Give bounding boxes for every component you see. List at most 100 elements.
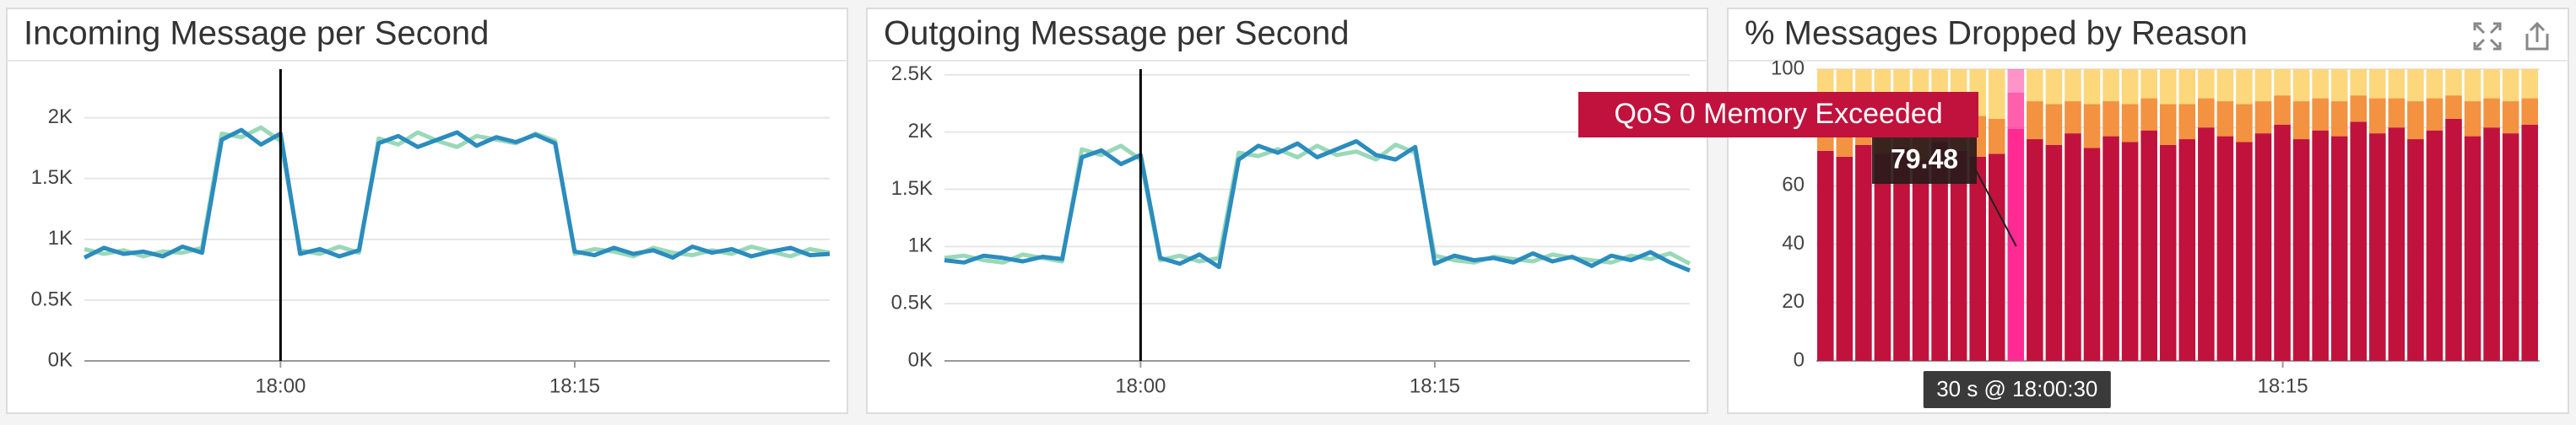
tooltip-time: 30 s @ 18:00:30 bbox=[1936, 376, 2097, 401]
bar-segment bbox=[2350, 121, 2368, 361]
bar-segment bbox=[2102, 101, 2119, 137]
bar-segment bbox=[1969, 156, 1986, 361]
bar-segment bbox=[1931, 142, 1948, 361]
bar-segment bbox=[2350, 95, 2368, 122]
bar-segment bbox=[2065, 101, 2081, 134]
bar-segment bbox=[2121, 69, 2139, 105]
bar-segment bbox=[2312, 98, 2329, 131]
bar-segment bbox=[1874, 153, 1891, 361]
bar-segment bbox=[2045, 144, 2063, 361]
bar-segment bbox=[2083, 69, 2101, 105]
bar-segment bbox=[2502, 101, 2519, 134]
bar-segment bbox=[2121, 104, 2139, 143]
bar-segment bbox=[2159, 69, 2177, 105]
tooltip-pointer bbox=[1974, 168, 2017, 247]
tooltip-series-name: QoS 0 Memory Exceeded bbox=[1614, 98, 1942, 130]
bar-segment bbox=[2027, 139, 2043, 362]
bar-segment bbox=[2369, 69, 2386, 99]
y-tick-label: 100 bbox=[1771, 56, 1805, 79]
bar-segment bbox=[2369, 133, 2386, 361]
y-tick-label: 60 bbox=[1782, 174, 1805, 196]
y-tick-label: 1.5K bbox=[891, 177, 933, 200]
bar-segment bbox=[1817, 150, 1834, 361]
bar-segment bbox=[2483, 98, 2500, 128]
bar-segment bbox=[2216, 101, 2234, 137]
tooltip: QoS 0 Memory Exceeded 79.48 30 s @ 18:00:3… bbox=[1578, 92, 2111, 408]
bar-segment bbox=[2178, 104, 2196, 140]
y-tick-label: 0.5K bbox=[31, 288, 73, 310]
bar-segment bbox=[1988, 153, 2005, 361]
bar-segment bbox=[2236, 69, 2253, 105]
bar-segment bbox=[2274, 95, 2291, 125]
x-tick-label: 18:15 bbox=[1410, 374, 1460, 397]
bar-segment bbox=[1912, 159, 1929, 361]
panel: Incoming Message per Second 0K 0.5K 1K 1.5K 2… bbox=[6, 8, 848, 414]
bar-segment bbox=[2027, 69, 2043, 102]
bar-segment bbox=[2083, 148, 2101, 361]
y-tick-label: 2K bbox=[908, 120, 933, 143]
bar-segment bbox=[1893, 148, 1910, 361]
bar-segment bbox=[1988, 118, 2005, 154]
bar-segment bbox=[2102, 69, 2119, 102]
tooltip-series-box bbox=[1578, 92, 1978, 137]
y-tick-label: 40 bbox=[1782, 232, 1805, 255]
x-tick-label: 18:15 bbox=[549, 374, 600, 397]
bar-segment bbox=[2121, 142, 2139, 361]
panel: % Messages Dropped by Reason020406080100… bbox=[1727, 8, 2569, 414]
tooltip-time-box bbox=[1923, 371, 2111, 408]
bar-segment bbox=[2007, 92, 2025, 129]
expand-icon[interactable] bbox=[2473, 22, 2502, 51]
bar-segment bbox=[2445, 118, 2462, 361]
y-tick-label: 1.5K bbox=[31, 166, 73, 189]
series-line bbox=[83, 127, 831, 260]
bar-segment bbox=[2483, 127, 2500, 361]
tooltip-value: 79.48 bbox=[1891, 143, 1958, 174]
y-tick-label: 20 bbox=[1782, 290, 1805, 313]
bar-segment bbox=[2159, 144, 2177, 361]
bar-segment bbox=[2045, 69, 2063, 105]
bar-segment bbox=[2198, 98, 2215, 128]
bar-segment bbox=[2198, 69, 2215, 99]
share-icon[interactable] bbox=[2525, 21, 2549, 51]
bar-segment bbox=[2065, 133, 2081, 361]
bar-segment bbox=[2445, 69, 2462, 96]
bar-segment bbox=[2198, 127, 2215, 361]
bar-segment bbox=[2521, 124, 2538, 362]
bar-segment bbox=[2330, 136, 2348, 361]
bar-segment bbox=[2007, 69, 2025, 93]
bar-segment bbox=[2292, 101, 2310, 140]
bar-segment bbox=[2464, 69, 2481, 102]
bar-segment bbox=[2312, 130, 2329, 361]
panel: Outgoing Message per Second 0K 0.5K 1K 1.5K 2… bbox=[866, 8, 1708, 414]
bar-segment bbox=[2521, 69, 2538, 99]
bar-segment bbox=[2140, 130, 2157, 361]
x-tick-label: 18:00 bbox=[255, 374, 306, 397]
y-tick-label: 1K bbox=[908, 234, 933, 257]
bar-segment bbox=[2083, 104, 2101, 148]
bar-segment bbox=[2502, 133, 2519, 361]
panel-title: % Messages Dropped by Reason bbox=[1745, 15, 2248, 52]
bar-segment bbox=[2426, 98, 2443, 131]
bar-segment bbox=[1855, 144, 1872, 361]
bar-segment bbox=[2274, 69, 2291, 96]
bar-segment bbox=[2388, 127, 2406, 361]
bar-segment bbox=[2292, 69, 2310, 102]
bar-segment bbox=[1950, 150, 1967, 361]
bar-segment bbox=[2407, 101, 2424, 140]
bar-segment bbox=[2426, 130, 2443, 361]
tooltip-value-box bbox=[1872, 137, 1977, 184]
bar-segment bbox=[2216, 69, 2234, 102]
bar-segment bbox=[2178, 139, 2196, 362]
bar-segment bbox=[1836, 156, 1854, 361]
bar-segment bbox=[2330, 69, 2348, 102]
x-tick-label: 18:15 bbox=[2258, 374, 2308, 397]
bar-segment bbox=[2254, 69, 2272, 102]
y-tick-label: 0.5K bbox=[891, 292, 933, 315]
bar-segment bbox=[2407, 69, 2424, 102]
bar-segment bbox=[2254, 133, 2272, 361]
bar-segment bbox=[2312, 69, 2329, 99]
x-tick-label: 18:00 bbox=[1115, 374, 1166, 397]
bar-segment bbox=[1988, 69, 2005, 119]
bar-segment bbox=[2445, 95, 2462, 119]
panel-frame bbox=[6, 8, 848, 414]
